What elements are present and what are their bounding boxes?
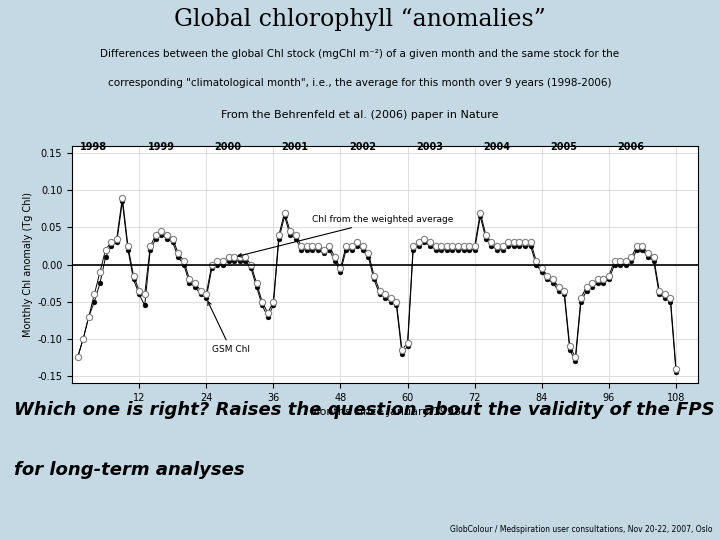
Text: corresponding "climatological month", i.e., the average for this month over 9 ye: corresponding "climatological month", i.… (108, 78, 612, 89)
Text: GSM Chl: GSM Chl (208, 302, 250, 354)
Text: 2004: 2004 (483, 143, 510, 152)
Text: Which one is right? Raises the question about the validity of the FPS: Which one is right? Raises the question … (14, 401, 715, 419)
Text: Global chlorophyll “anomalies”: Global chlorophyll “anomalies” (174, 8, 546, 31)
Text: 2006: 2006 (617, 143, 644, 152)
Text: 2001: 2001 (282, 143, 309, 152)
Text: 2000: 2000 (215, 143, 242, 152)
X-axis label: Months since January 1998: Months since January 1998 (310, 407, 461, 417)
Text: 2002: 2002 (349, 143, 376, 152)
Text: From the Behrenfeld et al. (2006) paper in Nature: From the Behrenfeld et al. (2006) paper … (221, 110, 499, 120)
Text: 1999: 1999 (148, 143, 174, 152)
Text: 1998: 1998 (81, 143, 107, 152)
Y-axis label: Monthly Chl anomaly (Tg Chl): Monthly Chl anomaly (Tg Chl) (23, 192, 33, 337)
Text: GlobColour / Medspiration user consultations, Nov 20-22, 2007, Oslo: GlobColour / Medspiration user consultat… (450, 525, 713, 534)
Text: 2005: 2005 (550, 143, 577, 152)
Text: 2003: 2003 (416, 143, 443, 152)
Text: for long-term analyses: for long-term analyses (14, 461, 245, 480)
Text: Chl from the weighted average: Chl from the weighted average (238, 215, 454, 257)
Text: Differences between the global Chl stock (mgChl m⁻²) of a given month and the sa: Differences between the global Chl stock… (100, 49, 620, 59)
